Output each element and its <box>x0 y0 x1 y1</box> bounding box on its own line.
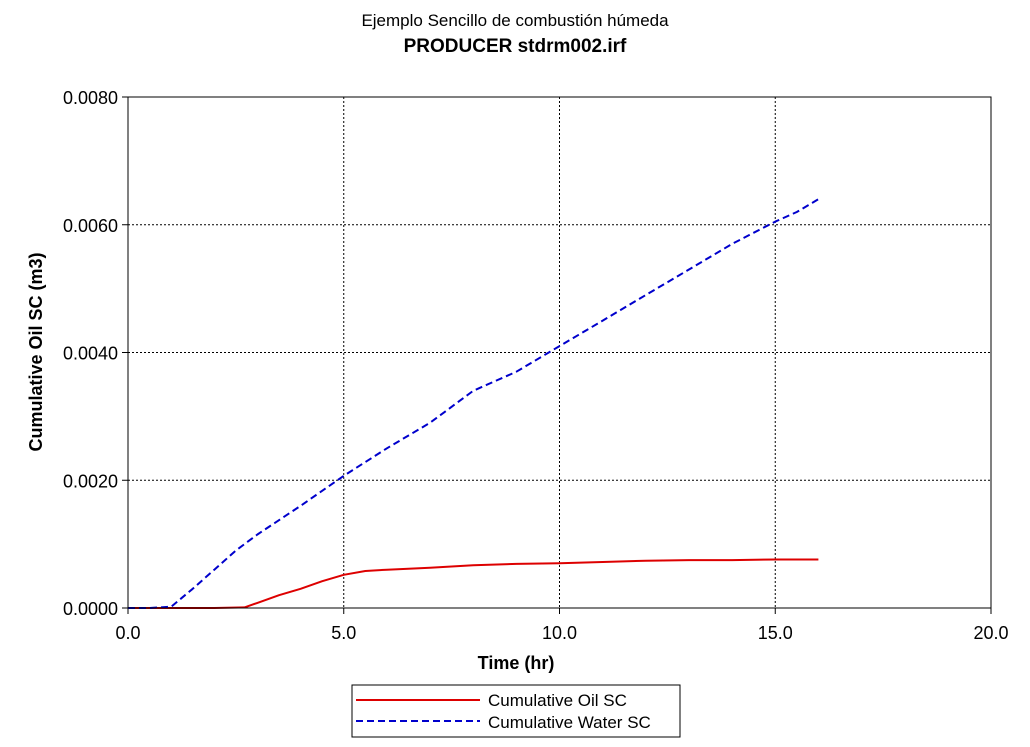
series-line-oil <box>128 558 819 609</box>
y-tick-label: 0.0080 <box>63 88 118 108</box>
x-tick-label: 15.0 <box>758 623 793 643</box>
series-line-water <box>128 198 819 609</box>
legend-box <box>351 684 681 738</box>
legend-label-oil: Cumulative Oil SC <box>488 691 627 710</box>
x-tick-label: 10.0 <box>542 623 577 643</box>
x-tick-label: 20.0 <box>973 623 1008 643</box>
y-tick-label: 0.0000 <box>63 599 118 619</box>
y-axis-label: Cumulative Oil SC (m3) <box>26 252 46 451</box>
x-tick-label: 5.0 <box>331 623 356 643</box>
plot-area <box>127 96 992 609</box>
y-tick-label: 0.0020 <box>63 471 118 491</box>
chart-title: Ejemplo Sencillo de combustión húmeda <box>361 11 669 30</box>
axis-ticks: 0.0 5.0 10.0 15.0 20.0 0.0000 0.0020 0.0040 0.00… <box>63 88 1009 643</box>
y-tick-label: 0.0060 <box>63 216 118 236</box>
x-tick-label: 0.0 <box>115 623 140 643</box>
legend: Cumulative Oil SC Cumulative Water SC <box>351 684 681 738</box>
gridlines <box>128 97 991 608</box>
x-axis-label: Time (hr) <box>478 653 555 673</box>
y-tick-label: 0.0040 <box>63 344 118 364</box>
chart-subtitle: PRODUCER stdrm002.irf <box>404 36 627 57</box>
series-lines <box>128 198 819 609</box>
legend-label-water: Cumulative Water SC <box>488 713 651 732</box>
